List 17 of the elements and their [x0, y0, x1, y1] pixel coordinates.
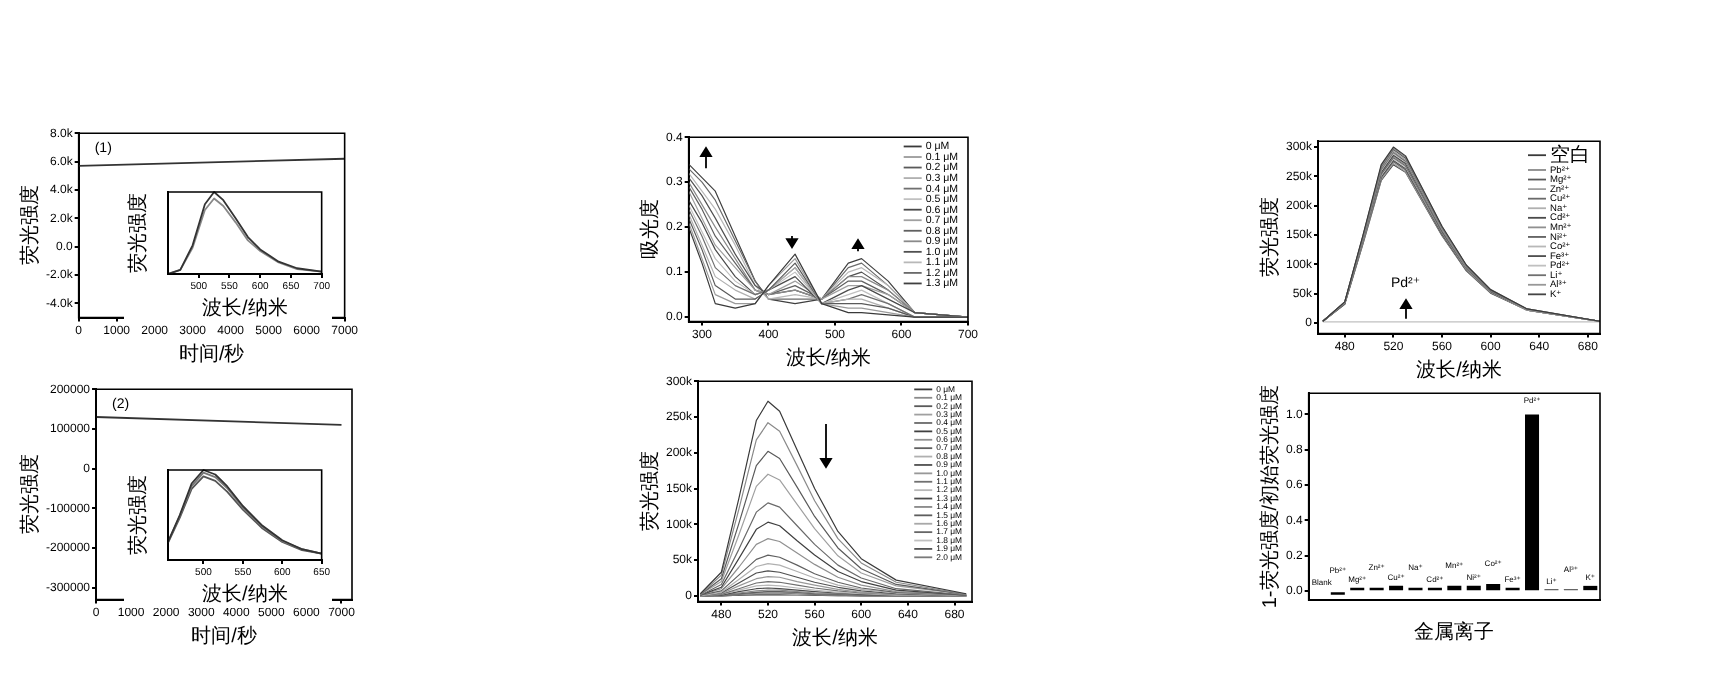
x-axis-title: 波长/纳米	[1416, 357, 1502, 382]
y-axis-title: 荧光强度	[637, 451, 662, 532]
x-axis-title: 波长/纳米	[202, 581, 288, 606]
y-axis-title: 荧光强度	[17, 454, 42, 535]
y-axis-title: 荧光强度	[1257, 197, 1282, 278]
y-axis-title: 荧光强度	[125, 475, 150, 555]
y-axis-title: 荧光强度	[125, 193, 150, 273]
x-axis-title: 时间/秒	[178, 341, 245, 366]
x-axis-title: 时间/秒	[191, 623, 257, 648]
x-axis-title: 波长/纳米	[792, 625, 878, 650]
x-axis-title: 波长/纳米	[202, 295, 288, 320]
x-axis-title: 波长/纳米	[785, 345, 872, 370]
y-axis-title: 1-荧光强度/初始荧光强度	[1257, 384, 1282, 609]
legend-label: 空白	[1550, 142, 1590, 167]
y-axis-title: 荧光强度	[17, 185, 42, 266]
y-axis-title: 吸光度	[637, 199, 662, 260]
x-axis-title: 金属离子	[1414, 619, 1495, 644]
